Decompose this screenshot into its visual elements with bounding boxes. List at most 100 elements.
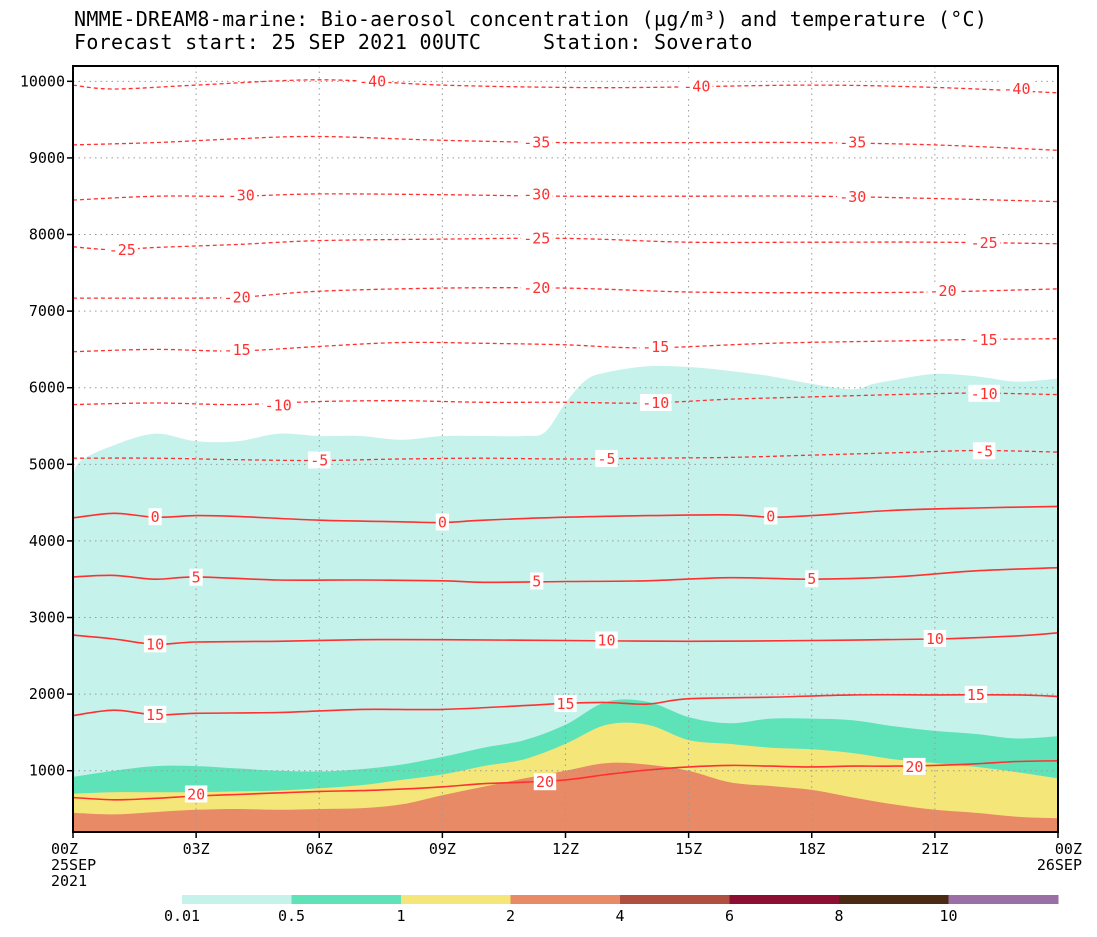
temperature-contours: -40 -40 -40 -35 -35 -30 -30 -30 -25 -25 -25 -20 -20 -…	[72, 72, 1059, 803]
contour-label: 5	[807, 570, 816, 588]
contour-label: 10	[598, 632, 616, 650]
y-tick-label: 4000	[29, 532, 65, 550]
contour-label-bg	[530, 572, 544, 590]
contour-label-bg	[221, 341, 253, 359]
contour-label: 20	[905, 758, 923, 776]
contour-label-bg	[764, 507, 778, 525]
contour-label: 15	[146, 706, 164, 724]
contour-label-bg	[554, 695, 577, 713]
contour-label-bg	[595, 449, 618, 467]
x-tick-label: 12Z	[552, 840, 579, 858]
x-tick-label: 18Z	[798, 840, 825, 858]
contour-label-bg	[143, 635, 167, 653]
contour-line--25	[72, 237, 1059, 251]
contour-line--10	[72, 392, 1059, 406]
contour-label: -40	[359, 72, 386, 90]
contour-label: -30	[228, 186, 255, 204]
y-tick-label: 6000	[29, 379, 65, 397]
contour-label: -15	[224, 341, 251, 359]
contour-label-bg	[520, 185, 553, 203]
contour-label: 0	[151, 508, 160, 526]
chart-title: NMME-DREAM8-marine: Bio-aerosol concentr…	[74, 7, 988, 31]
contour-line--30	[72, 193, 1059, 203]
x-tick-label: 03Z	[183, 840, 210, 858]
x-tick-label: 21Z	[921, 840, 948, 858]
colorbar-label: 4	[615, 907, 624, 925]
contour-label-bg	[356, 72, 389, 90]
contour-label: -30	[523, 186, 550, 204]
contour-label-bg	[836, 133, 869, 151]
colorbar-label: 0.01	[164, 907, 200, 925]
colorbar-swatch	[401, 895, 511, 904]
colorbar-label: 2	[506, 907, 515, 925]
contour-label: -10	[971, 385, 998, 403]
contour-label-bg	[533, 773, 557, 791]
contour-label: -40	[683, 78, 710, 96]
y-tick-label: 2000	[29, 685, 65, 703]
colorbar-label: 1	[396, 907, 405, 925]
contour-line-0	[72, 505, 1059, 524]
x-tick-label: 06Z	[306, 840, 333, 858]
x-tick-label: 25SEP	[51, 856, 96, 874]
colorbar-label: 6	[725, 907, 734, 925]
y-tick-label: 1000	[29, 762, 65, 780]
contour-label-bg	[964, 685, 988, 703]
contour-line--40	[72, 79, 1059, 94]
contour-label-bg	[595, 631, 618, 649]
x-tick-label: 00Z	[1055, 840, 1082, 858]
colorbar: 0.01 0.5 1 2 4 6 8 10	[164, 895, 1059, 925]
chart-subtitle: Forecast start: 25 SEP 2021 00UTC Statio…	[74, 30, 753, 54]
contour-label-bg	[972, 442, 996, 460]
contour-label: 0	[438, 514, 447, 532]
contour-label: 5	[192, 569, 201, 587]
contour-label: -20	[523, 279, 550, 297]
x-tick-label: 09Z	[429, 840, 456, 858]
contour-label-bg	[435, 513, 449, 531]
contour-label: 10	[146, 635, 164, 653]
colorbar-swatch	[291, 895, 402, 904]
contour-line--15	[72, 338, 1059, 353]
contour-label-bg	[968, 384, 1000, 402]
contour-label-bg	[520, 279, 553, 297]
colorbar-swatch	[729, 895, 840, 904]
x-tick-label: 26SEP	[1037, 856, 1082, 874]
y-tick-label: 10000	[20, 72, 65, 90]
contour-label: 15	[967, 686, 985, 704]
contour-label: -10	[265, 396, 292, 414]
contour-label: -15	[642, 338, 669, 356]
contour-label-bg	[903, 757, 926, 775]
contour-label-bg	[221, 288, 253, 306]
colorbar-swatch	[510, 895, 621, 904]
contour-label: -5	[975, 442, 993, 460]
contour-label: -25	[109, 241, 136, 259]
contour-label: -25	[971, 234, 998, 252]
contour-label-bg	[189, 568, 203, 586]
contour-label-bg	[225, 186, 258, 204]
colorbar-label: 10	[939, 907, 957, 925]
x-tick-label: 00Z	[51, 840, 78, 858]
contour-line--5	[72, 449, 1059, 462]
contour-label: 20	[536, 773, 554, 791]
axes: 1000200030004000500060007000800090001000…	[20, 72, 1082, 890]
contour-line-20	[72, 760, 1059, 801]
colorbar-swatch	[182, 895, 292, 904]
colorbar-swatch	[620, 895, 730, 904]
contour-label-bg	[106, 240, 139, 258]
contour-label-bg	[262, 396, 295, 414]
contour-label: -10	[642, 394, 669, 412]
contour-label: 15	[556, 695, 574, 713]
contour-label: 10	[926, 630, 944, 648]
contour-label: -35	[523, 134, 550, 152]
colorbar-swatch	[948, 895, 1059, 904]
contour-label-bg	[143, 705, 167, 723]
contour-label-bg	[968, 233, 1000, 251]
contour-label-bg	[639, 394, 672, 412]
colorbar-label: 0.5	[278, 907, 305, 925]
contour-label: -5	[310, 451, 328, 469]
contour-label: -20	[930, 282, 957, 300]
contour-label: 20	[187, 785, 205, 803]
colorbar-label: 8	[834, 907, 843, 925]
x-tick-label: 15Z	[675, 840, 702, 858]
contour-label: -5	[598, 450, 616, 468]
